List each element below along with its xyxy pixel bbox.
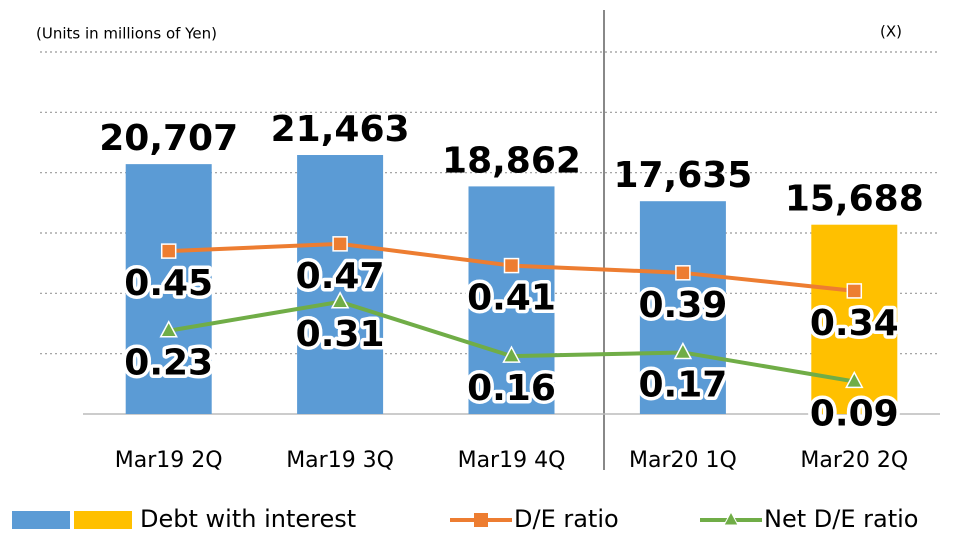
bar-value-label: 17,635 [613,155,752,196]
legend-swatch [12,511,70,529]
line-value-label: 0.31 [296,314,385,355]
x-tick-label: Mar19 3Q [286,448,394,473]
marker [845,370,864,389]
legend-label: Net D/E ratio [764,505,918,533]
bar-value-label: 15,688 [785,179,924,220]
line-value-label: 0.09 [810,393,899,434]
line-value-label: 0.16 [467,368,556,409]
marker [503,257,520,274]
marker [502,345,521,363]
marker [332,236,348,252]
line-value-label: 0.23 [124,343,213,384]
bar-value-label: 20,707 [99,118,238,159]
bar-value-label: 21,463 [271,109,410,150]
legend-label: D/E ratio [514,505,619,533]
marker [846,283,863,299]
line-value-label: 0.41 [467,278,556,319]
marker [160,243,177,259]
bar [125,164,212,414]
legend-label: Debt with interest [140,505,356,533]
marker [330,291,350,309]
x-tick-label: Mar20 2Q [800,448,908,473]
legend-swatch [74,511,132,529]
line-value-label: 0.39 [638,285,727,326]
line-value-label: 0.34 [810,303,899,344]
line-value-label: 0.45 [124,263,213,304]
legend-marker [474,513,488,527]
x-tick-label: Mar20 1Q [629,448,737,473]
line-value-label: 0.17 [638,364,727,405]
units-label: (Units in millions of Yen) [36,25,217,43]
legend-marker [723,510,739,526]
marker [673,341,693,360]
bar [639,201,726,414]
marker [159,320,178,338]
bar-value-label: 18,862 [442,140,581,181]
line-value-label: 0.47 [296,256,385,297]
bar [297,155,384,415]
y2-units-label: (X) [880,23,902,41]
x-tick-label: Mar19 2Q [115,448,223,473]
x-tick-label: Mar19 4Q [458,448,566,473]
marker [675,265,691,281]
bar [468,186,555,414]
